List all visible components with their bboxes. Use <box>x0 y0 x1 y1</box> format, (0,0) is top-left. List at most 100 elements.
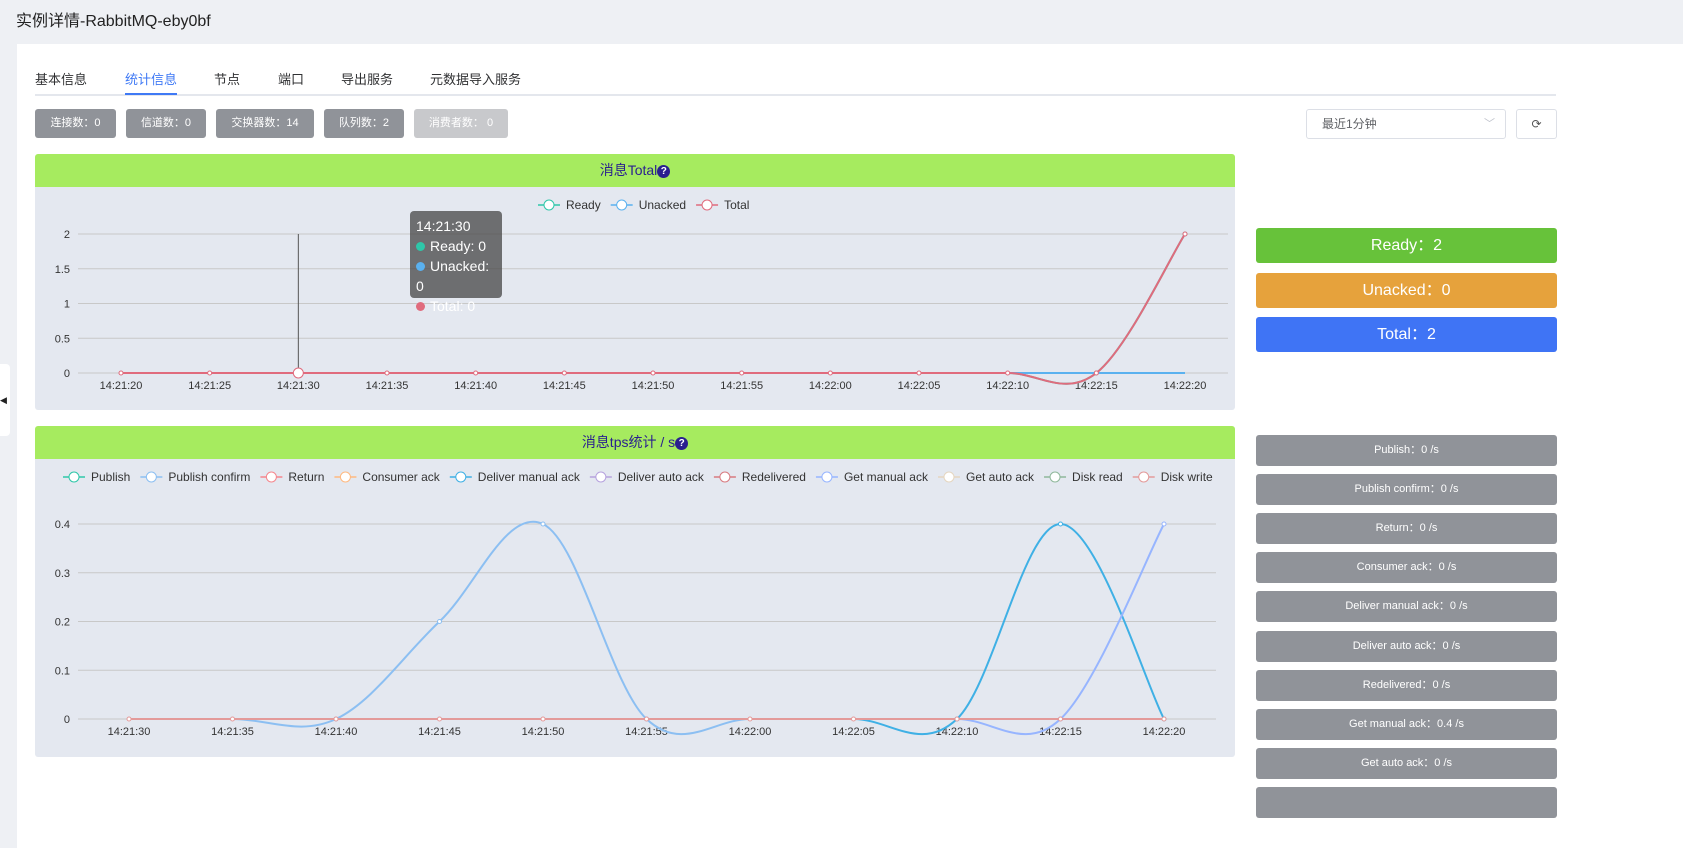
x-tick-label: 14:22:15 <box>1075 380 1118 392</box>
data-point <box>292 367 304 379</box>
legend-marker-icon <box>339 471 351 483</box>
rate-item: Consumer ack：0 /s <box>1256 552 1557 584</box>
y-tick-label: 1 <box>64 299 70 311</box>
data-point <box>739 370 745 376</box>
collapse-sidebar-handle[interactable]: ◀ <box>0 364 10 436</box>
legend-marker-icon <box>595 471 607 483</box>
data-point <box>851 716 856 722</box>
x-tick-label: 14:21:50 <box>632 380 675 392</box>
data-point <box>437 716 442 722</box>
x-tick-label: 14:22:10 <box>936 726 979 738</box>
tooltip-row: Ready: 0 <box>416 236 496 256</box>
y-tick-label: 0.4 <box>55 519 70 531</box>
tooltip-unacked: Unacked: 0 <box>416 258 490 294</box>
channels-count[interactable]: 信道数：0 <box>126 109 206 138</box>
unacked-summary: Unacked：0 <box>1256 273 1557 308</box>
rate-item: Deliver auto ack：0 /s <box>1256 630 1557 662</box>
legend-marker-icon <box>1049 471 1061 483</box>
legend-label: Consumer ack <box>362 470 440 484</box>
chart-total-body: 0 0.5 1 1.5 2 14:21:20 14:21:25 14:21:30 14:21:3… <box>35 187 1235 410</box>
tab-statistics[interactable]: 统计信息 <box>125 69 178 95</box>
data-point <box>333 716 339 722</box>
data-point <box>384 370 390 376</box>
queues-count[interactable]: 队列数：2 <box>324 109 404 138</box>
x-tick-label: 14:21:25 <box>188 380 231 392</box>
time-range-select[interactable]: 最近1分钟 ﹀ <box>1306 109 1506 139</box>
legend-marker-icon <box>1138 471 1150 483</box>
tab-ports[interactable]: 端口 <box>278 72 305 87</box>
tab-bar: 基本信息 统计信息 节点 端口 导出服务 元数据导入服务 <box>35 66 1556 96</box>
legend-label: Redelivered <box>742 470 806 484</box>
series-line <box>129 523 1165 736</box>
x-tick-label: 14:22:10 <box>986 380 1029 392</box>
chart-tps-header: 消息tps统计 / s? <box>35 426 1235 459</box>
legend-marker-icon <box>543 199 555 211</box>
y-tick-label: 0 <box>64 368 70 380</box>
x-tick-label: 14:21:50 <box>522 726 565 738</box>
x-tick-label: 14:21:55 <box>625 726 668 738</box>
data-point <box>1058 521 1063 527</box>
rate-item: Redelivered：0 /s <box>1256 669 1557 701</box>
data-point <box>827 370 833 376</box>
refresh-icon: ⟳ <box>1531 117 1542 131</box>
data-point <box>540 521 546 527</box>
y-tick-label: 0.5 <box>55 333 70 345</box>
data-point <box>207 370 213 376</box>
data-point <box>650 370 656 376</box>
tab-basic-info[interactable]: 基本信息 <box>35 72 88 87</box>
rate-item: Get manual ack：0.4 /s <box>1256 708 1557 740</box>
legend-marker-icon <box>701 199 713 211</box>
legend-label: Publish <box>91 470 130 484</box>
exchanges-count[interactable]: 交换器数：14 <box>216 109 314 138</box>
rate-item: Publish：0 /s <box>1256 435 1557 466</box>
x-tick-label: 14:22:20 <box>1143 726 1186 738</box>
series-line <box>129 520 1164 736</box>
tooltip-row: Total: 0 <box>416 296 496 316</box>
data-point <box>118 370 124 376</box>
help-icon[interactable]: ? <box>657 165 671 178</box>
legend-label: Disk read <box>1072 470 1123 484</box>
caret-left-icon: ◀ <box>0 395 7 405</box>
data-point <box>644 716 649 722</box>
x-tick-label: 14:21:30 <box>108 726 151 738</box>
chevron-down-icon: ﹀ <box>1484 118 1495 130</box>
data-point <box>126 716 132 722</box>
legend-label: Deliver auto ack <box>618 470 705 484</box>
legend-marker-icon <box>145 471 157 483</box>
x-tick-label: 14:21:40 <box>315 726 358 738</box>
series-line <box>129 522 1165 736</box>
ready-dot-icon <box>416 242 425 251</box>
chart-tps-title: 消息tps统计 / s <box>581 434 676 450</box>
chart-tooltip: 14:21:30 Ready: 0 Unacked: 0 Total: 0 <box>410 211 502 314</box>
x-tick-label: 14:21:20 <box>100 380 143 392</box>
refresh-button[interactable]: ⟳ <box>1516 109 1557 139</box>
x-tick-label: 14:22:00 <box>809 380 852 392</box>
data-point <box>230 716 235 722</box>
legend-label: Return <box>288 470 324 484</box>
legend-label: Ready <box>566 198 601 212</box>
data-point <box>916 370 922 376</box>
tab-export-service[interactable]: 导出服务 <box>341 72 394 87</box>
x-tick-label: 14:22:05 <box>832 726 875 738</box>
rate-item: Deliver manual ack：0 /s <box>1256 591 1557 623</box>
connections-count[interactable]: 连接数：0 <box>35 109 116 138</box>
tab-nodes[interactable]: 节点 <box>214 72 241 87</box>
series-line <box>121 233 1186 385</box>
help-icon[interactable]: ? <box>675 437 689 450</box>
legend-label: Unacked <box>639 198 686 212</box>
chart-tps: 0 0.1 0.2 0.3 0.4 14:21:30 14:21:35 14:21:40 14:… <box>55 470 1216 738</box>
y-tick-label: 0 <box>64 714 70 726</box>
legend-label: Get manual ack <box>844 470 929 484</box>
data-point <box>1182 231 1188 237</box>
rate-item <box>1256 786 1557 818</box>
chart-total-header: 消息Total? <box>35 154 1235 187</box>
x-tick-label: 14:21:40 <box>454 380 497 392</box>
legend-marker-icon <box>265 471 277 483</box>
y-tick-label: 0.3 <box>55 568 70 580</box>
tooltip-ready: Ready: 0 <box>430 238 487 254</box>
tooltip-total: Total: 0 <box>430 298 476 314</box>
data-point <box>1058 716 1063 722</box>
legend-marker-icon <box>821 471 833 483</box>
tooltip-time: 14:21:30 <box>416 218 471 234</box>
tab-metadata-import[interactable]: 元数据导入服务 <box>430 72 522 87</box>
